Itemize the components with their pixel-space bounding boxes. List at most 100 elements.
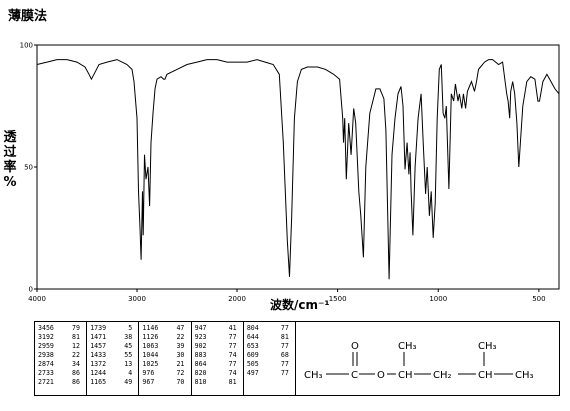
peak-transmittance: 70: [176, 378, 185, 386]
peak-wavenumber: 820: [194, 369, 207, 377]
peak-table-row: 810 81: [195, 378, 243, 387]
peak-wavenumber: 810: [194, 378, 207, 386]
x-axis-label: 波数/cm⁻¹: [270, 298, 330, 312]
formula-carbonyl-c: C: [351, 370, 358, 381]
x-tick-label: 2000: [228, 295, 246, 303]
peak-table-row: 2959 12: [38, 342, 86, 351]
axis-tick-labels: 4000 3000 2000 1500 1000 500 0 50 100: [20, 42, 546, 304]
y-axis-label-char: 率: [3, 160, 17, 175]
peak-transmittance: 81: [72, 333, 80, 341]
peak-wavenumber: 902: [194, 342, 207, 350]
peak-table-row: 976 72: [142, 369, 190, 378]
y-axis-label-char: 透: [3, 130, 17, 145]
peak-transmittance: 39: [176, 342, 185, 350]
peak-transmittance: 47: [176, 324, 185, 332]
peak-transmittance: 45: [124, 342, 133, 350]
peak-table-row: 947 41: [195, 324, 243, 333]
peak-table-row: 1044 30: [142, 351, 190, 360]
peak-transmittance: 30: [176, 351, 185, 359]
peak-wavenumber: 1165: [90, 378, 107, 386]
peak-wavenumber: 967: [142, 378, 155, 386]
peak-table-row: 967 70: [142, 378, 190, 387]
formula-ch3-top-2: CH₃: [478, 341, 497, 352]
peak-transmittance: 13: [124, 360, 133, 368]
x-tick-label: 500: [532, 295, 545, 303]
page-title: 薄膜法: [8, 9, 48, 24]
peak-wavenumber: 1457: [90, 342, 107, 350]
peak-transmittance: 74: [228, 369, 237, 377]
peak-table-row: 2874 34: [38, 360, 86, 369]
peak-table-row: 1739 5: [90, 324, 138, 333]
y-axis-label-char: %: [3, 175, 17, 190]
y-tick-label: 0: [29, 286, 33, 294]
peak-transmittance: 77: [228, 360, 237, 368]
peak-wavenumber: 804: [246, 324, 259, 332]
peak-table-row: 1063 39: [142, 342, 190, 351]
y-axis-label-char: 过: [3, 145, 17, 160]
peak-wavenumber: 653: [246, 342, 259, 350]
peak-transmittance: 49: [124, 378, 133, 386]
axis-ticks: [34, 44, 540, 292]
peak-wavenumber: 976: [142, 369, 155, 377]
peak-transmittance: 68: [280, 351, 289, 359]
peak-table-row: 3192 81: [38, 333, 86, 342]
peak-wavenumber: 609: [246, 351, 259, 359]
peak-table-row: 3456 79: [38, 324, 86, 333]
peak-transmittance: 22: [72, 351, 80, 359]
peak-transmittance: 41: [228, 324, 237, 332]
peak-table-row: 2938 22: [38, 351, 86, 360]
peak-transmittance: 81: [280, 333, 289, 341]
peak-table-row: 497 77: [247, 369, 295, 378]
peak-transmittance: 21: [176, 360, 185, 368]
peak-transmittance: 38: [124, 333, 133, 341]
peak-wavenumber: 2733: [38, 369, 54, 377]
x-tick-label: 1000: [429, 295, 447, 303]
peak-wavenumber: 2938: [38, 351, 54, 359]
peak-table-row: 505 77: [247, 360, 295, 369]
peak-transmittance: 86: [72, 369, 80, 377]
peak-wavenumber: 947: [194, 324, 207, 332]
peak-table-row: 1165 49: [90, 378, 138, 387]
peak-wavenumber: 1146: [142, 324, 159, 332]
peak-transmittance: 77: [280, 324, 289, 332]
peak-transmittance: 81: [228, 378, 237, 386]
peak-wavenumber: 883: [194, 351, 207, 359]
peak-wavenumber: 1739: [90, 324, 107, 332]
peak-transmittance: 55: [124, 351, 133, 359]
peak-wavenumber: 1471: [90, 333, 107, 341]
peak-table-column: 804 77 644 81 653 77 609 68 505 77 497 77: [244, 322, 295, 395]
peak-wavenumber: 1063: [142, 342, 159, 350]
peak-table-row: 2733 86: [38, 369, 86, 378]
peak-transmittance: 4: [128, 369, 133, 377]
peak-transmittance: 77: [280, 342, 289, 350]
x-tick-label: 4000: [28, 295, 46, 303]
peak-table-row: 1433 55: [90, 351, 138, 360]
peak-table-row: 1372 13: [90, 360, 138, 369]
peak-wavenumber: 1372: [90, 360, 107, 368]
formula-ester-o: O: [377, 370, 385, 381]
y-tick-label: 100: [20, 42, 33, 50]
peak-transmittance: 77: [280, 369, 289, 377]
peak-wavenumber: 923: [194, 333, 207, 341]
formula-carbonyl-o: O: [351, 341, 359, 352]
spectrum-line: [36, 59, 560, 280]
formula-ch3-left: CH₃: [304, 370, 323, 381]
peak-table-column: 3456 79 3192 81 2959 12 2938 22 2874 34 2733 86 2721…: [35, 322, 88, 395]
peak-wavenumber: 497: [246, 369, 259, 377]
peak-wavenumber: 1025: [142, 360, 159, 368]
peak-table-row: 1126 22: [142, 333, 190, 342]
peak-wavenumber: 2959: [38, 342, 54, 350]
peak-transmittance: 5: [128, 324, 133, 332]
peak-transmittance: 77: [228, 342, 237, 350]
peak-table-row: 1471 38: [90, 333, 138, 342]
peak-table-row: 609 68: [247, 351, 295, 360]
peak-wavenumber: 1244: [90, 369, 107, 377]
formula-ch2: CH₂: [433, 370, 452, 381]
y-axis-label: 透 过 率 %: [2, 130, 18, 190]
structure-panel: CH₃ C O O CH CH₃ CH₂ CH CH₃ CH₃: [296, 321, 560, 396]
peak-table: 3456 79 3192 81 2959 12 2938 22 2874 34 2733 86 2721…: [34, 321, 296, 396]
formula-ch3-right: CH₃: [515, 370, 534, 381]
y-tick-label: 50: [24, 164, 33, 172]
peak-table-row: 2721 86: [38, 378, 86, 387]
peak-transmittance: 22: [176, 333, 185, 341]
